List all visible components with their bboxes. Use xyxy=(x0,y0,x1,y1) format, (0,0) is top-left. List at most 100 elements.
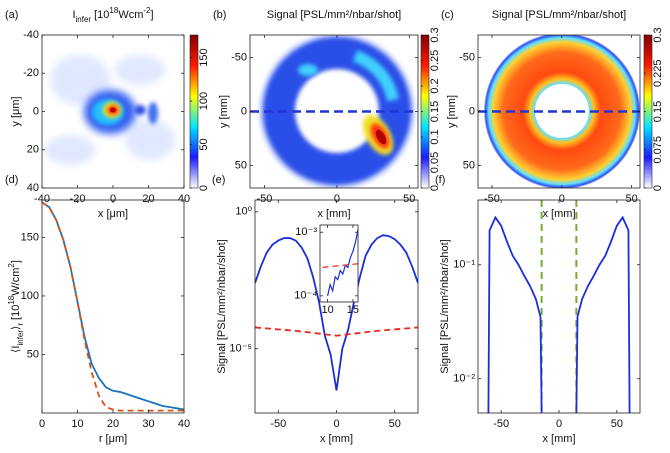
y-tick-label: 0 xyxy=(241,105,247,117)
y-tick-label: 150 xyxy=(21,231,39,243)
colorbar-tick-label: 0.225 xyxy=(652,59,664,87)
x-tick-label: 40 xyxy=(178,418,190,430)
colorbar-tick-label: 100 xyxy=(198,92,210,110)
y-tick-label: 0 xyxy=(469,105,475,117)
text-part: Wcm xyxy=(118,9,143,21)
text-part: ⟨I xyxy=(10,346,22,353)
heatmap-image xyxy=(45,55,175,165)
text-part: [10 xyxy=(91,9,109,21)
plot-area xyxy=(255,234,418,391)
x-axis-label: x [mm] xyxy=(318,208,351,220)
x-tick-label: 0 xyxy=(559,193,565,205)
x-tick-label: -50 xyxy=(493,418,509,430)
plot-area xyxy=(42,201,184,412)
x-tick-label: 30 xyxy=(142,418,154,430)
y-tick-label: 10⁻⁴ xyxy=(294,290,317,302)
x-tick-label: 15 xyxy=(347,304,359,316)
x-tick-label: 50 xyxy=(389,418,401,430)
y-tick-label: 50 xyxy=(463,159,475,171)
y-tick-label: -40 xyxy=(23,29,39,41)
panel-label: (d) xyxy=(5,174,18,186)
x-tick-label: 20 xyxy=(107,418,119,430)
text-part: ⟩ xyxy=(10,326,22,330)
text-part: infer xyxy=(76,15,92,24)
y-tick-label: -50 xyxy=(231,52,247,64)
axes-frame xyxy=(477,199,641,414)
inset-background xyxy=(320,225,358,302)
series-line xyxy=(42,201,184,412)
heatmap-image xyxy=(484,35,640,188)
y-axis-label: y [mm] xyxy=(446,95,458,128)
series-line xyxy=(487,215,631,413)
y-tick-label: 0 xyxy=(33,105,39,117)
y-tick-label: 50 xyxy=(27,348,39,360)
x-tick-label: 0 xyxy=(334,193,340,205)
colorbar-tick-label: 0.2 xyxy=(429,78,441,93)
x-tick-label: 10 xyxy=(71,418,83,430)
y-axis-label: y [μm] xyxy=(10,96,22,126)
x-axis-label: x [μm] xyxy=(98,208,128,220)
y-tick-label: 10⁰ xyxy=(235,206,252,218)
x-tick-label: 10 xyxy=(321,304,333,316)
x-axis-label: x [mm] xyxy=(543,433,576,445)
series-line xyxy=(255,326,418,337)
x-tick-label: 40 xyxy=(178,193,190,205)
plot-area xyxy=(322,229,358,296)
y-tick-label: 10⁻² xyxy=(453,373,475,385)
series-line xyxy=(255,234,418,391)
colorbar-tick-label: 0.05 xyxy=(429,152,441,173)
chart-title: Signal [PSL/mm²/nbar/shot] xyxy=(492,9,627,21)
x-tick-label: 0 xyxy=(556,418,562,430)
colorbar-tick-label: 50 xyxy=(198,138,210,150)
text-part: infer xyxy=(16,330,25,346)
colorbar-tick-label: 0.3 xyxy=(429,27,441,42)
panel-label: (c) xyxy=(441,9,454,21)
panel-label: (b) xyxy=(213,9,226,21)
text-part: I xyxy=(72,9,75,21)
x-axis-label: x [mm] xyxy=(543,208,576,220)
chart-title: Iinfer [1018Wcm-2] xyxy=(72,6,153,24)
y-tick-label: 10⁻³ xyxy=(295,226,317,238)
y-axis-label: y [mm] xyxy=(218,95,230,128)
x-tick-label: -40 xyxy=(34,193,50,205)
y-tick-label: 10⁻⁵ xyxy=(229,343,252,355)
y-tick-label: 100 xyxy=(21,290,39,302)
x-tick-label: 0 xyxy=(333,418,339,430)
colorbar-tick-label: 0.1 xyxy=(429,129,441,144)
axes-frame xyxy=(319,224,359,303)
colorbar-tick-label: 0.25 xyxy=(429,50,441,71)
text-part: W/cm xyxy=(10,268,22,296)
x-tick-label: -50 xyxy=(484,193,500,205)
y-tick-label: 40 xyxy=(27,182,39,194)
y-axis-label: Signal [PSL/mm²/nbar/shot] xyxy=(439,239,451,374)
colorbar-tick-label: 150 xyxy=(198,48,210,66)
chart-title: Signal [PSL/mm²/nbar/shot] xyxy=(267,9,402,21)
text-part: ] xyxy=(151,9,154,21)
axes-frame xyxy=(41,199,185,414)
series-line xyxy=(322,263,358,268)
text-part: 18 xyxy=(109,6,118,15)
colorbar-tick-label: 0.15 xyxy=(429,101,441,122)
colorbar-tick-label: 0 xyxy=(652,185,664,191)
y-axis-label: ⟨Iinfer⟩r [1018W/cm2] xyxy=(7,260,25,353)
y-tick-label: -50 xyxy=(459,52,475,64)
y-tick-label: 10⁻¹ xyxy=(453,259,475,271)
colorbar xyxy=(189,34,199,189)
x-tick-label: 50 xyxy=(403,193,415,205)
colorbar-tick-label: 0.15 xyxy=(652,101,664,122)
x-tick-label: 0 xyxy=(39,418,45,430)
x-tick-label: 50 xyxy=(625,193,637,205)
x-tick-label: 20 xyxy=(142,193,154,205)
x-tick-label: -20 xyxy=(70,193,86,205)
text-part: ] xyxy=(10,260,22,263)
x-tick-label: 0 xyxy=(110,193,116,205)
panel-label: (e) xyxy=(212,174,225,186)
x-axis-label: r [μm] xyxy=(99,433,127,445)
text-part: 18 xyxy=(7,295,16,304)
text-part: [10 xyxy=(10,305,22,323)
y-tick-label: 20 xyxy=(27,144,39,156)
text-part: 2 xyxy=(7,263,16,268)
colorbar-tick-label: 0.3 xyxy=(652,27,664,42)
series-line xyxy=(42,201,184,411)
